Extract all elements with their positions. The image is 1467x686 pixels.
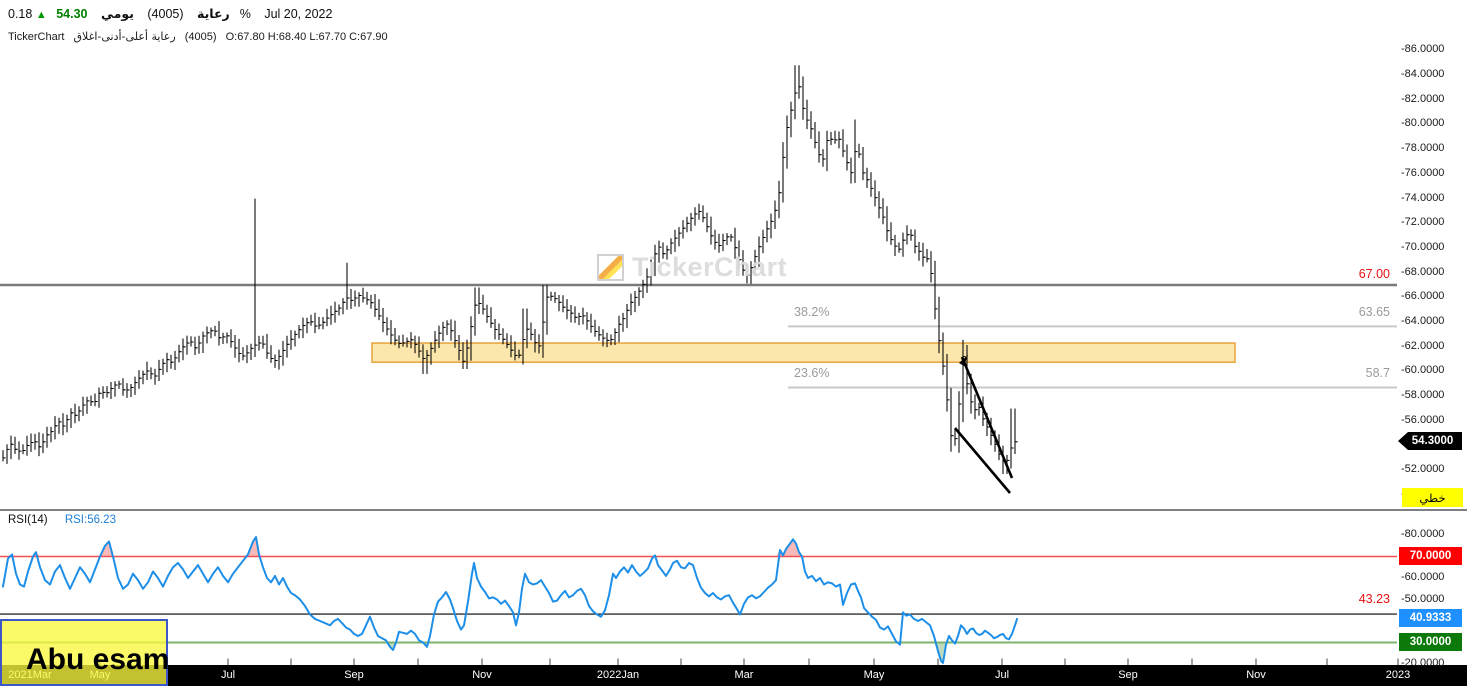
fib-236-price: 58.7 [1365,366,1390,380]
price-axis-tick-label: -52.0000 [1401,463,1445,476]
channel-upper-line [960,356,1014,479]
price-axis-tick-label: -76.0000 [1401,166,1445,179]
price-axis-tick-label: -66.0000 [1401,290,1445,303]
last-price-tag: 54.3000 [1398,432,1462,450]
price-axis-tick-label: -68.0000 [1401,265,1445,278]
fib-382-price: 63.65 [1358,305,1390,319]
up-arrow-icon: ▲ [35,9,47,21]
rsi-line [2,536,1018,664]
price-axis-tick-label: -58.0000 [1401,389,1445,402]
user-annotation-box[interactable]: Abu esam [0,619,170,686]
price-bars [2,65,1018,474]
rsi-axis-tick-label: -20.0000 [1401,657,1445,669]
price-axis-tick-label: -84.0000 [1401,68,1445,81]
symbol-name: رعاية [197,6,230,21]
rsi-indicator-label[interactable]: RSI(14) [8,514,48,526]
channel-lower-line [954,427,1011,494]
rsi-custom-level-price: 43.23 [1358,592,1390,606]
fib-236-label: 23.6% [794,366,830,380]
price-axis-tick-label: -82.0000 [1401,92,1445,105]
time-axis-label: Mar [734,669,754,681]
series-description: رعاية أعلى-أدنى-اغلاق [73,30,176,43]
tickerchart-logo-icon [597,254,624,281]
time-axis-label: Nov [472,669,492,681]
price-axis-tick-label: -74.0000 [1401,191,1445,204]
price-axis-tick-label: -70.0000 [1401,240,1445,253]
rsi-oversold-badge: 30.0000 [1399,633,1462,651]
time-axis-label: Sep [344,669,364,681]
time-axis-label: 2022Jan [596,669,640,681]
time-axis-label: 2023 [1385,669,1411,681]
watermark-text: TickerChart [632,252,788,282]
rsi-axis-tick-label: -60.0000 [1401,571,1445,583]
price-axis-tick-label: -78.0000 [1401,142,1445,155]
rsi-value-label: RSI:56.23 [64,514,116,526]
rsi-overbought-fill [3,537,1017,557]
rsi-overbought-badge: 70.0000 [1399,547,1462,565]
series-code: (4005) [184,31,217,43]
rsi-pane-header: RSI(14) RSI:56.23 [8,514,116,526]
brand-label: TickerChart [8,31,65,43]
ohlc-readout: TickerChart رعاية أعلى-أدنى-اغلاق (4005)… [8,30,394,43]
last-price: 54.30 [56,7,88,21]
timeframe-label[interactable]: يومي [100,6,134,21]
rsi-axis-tick-label: -50.0000 [1401,592,1445,605]
change-percent: 0.18% [8,7,251,21]
channel-arrowhead [959,355,968,366]
price-axis-tick-label: -60.0000 [1401,364,1445,377]
quote-date: Jul 20, 2022 [264,7,333,21]
price-axis-tick-label: -86.0000 [1401,43,1445,56]
time-axis-label: Sep [1118,669,1138,681]
watermark: TickerChart [597,252,787,283]
title-bar: رعاية (4005) يومي 54.30 ▲ 0.18% Jul 20, … [8,6,342,21]
user-annotation-text: Abu esam [26,643,170,676]
horizontal-level-price: 67.00 [1358,267,1390,281]
time-axis-bar [0,665,1467,686]
supply-zone-band [371,342,1236,363]
price-axis-tick-label: -64.0000 [1401,315,1445,328]
price-axis-tick-label: -72.0000 [1401,216,1445,229]
price-axis-tick-label: -62.0000 [1401,339,1445,352]
price-axis-tick-label: -56.0000 [1401,413,1445,426]
price-axis-tick-label: -80.0000 [1401,117,1445,130]
time-axis-label: Nov [1246,669,1266,681]
time-axis-label: May [863,669,885,681]
scale-mode-button[interactable]: خطي [1402,488,1463,507]
symbol-code: (4005) [147,7,184,21]
time-axis-label: Jul [220,669,236,681]
rsi-axis-tick-label: -80.0000 [1401,528,1445,540]
rsi-last-value-badge: 40.9333 [1399,609,1462,627]
time-axis-label: Jul [994,669,1010,681]
ohlc-values: O:67.80 H:68.40 L:67.70 C:67.90 [225,31,388,43]
fib-382-label: 38.2% [794,305,830,319]
time-axis-ticks [29,658,1399,665]
